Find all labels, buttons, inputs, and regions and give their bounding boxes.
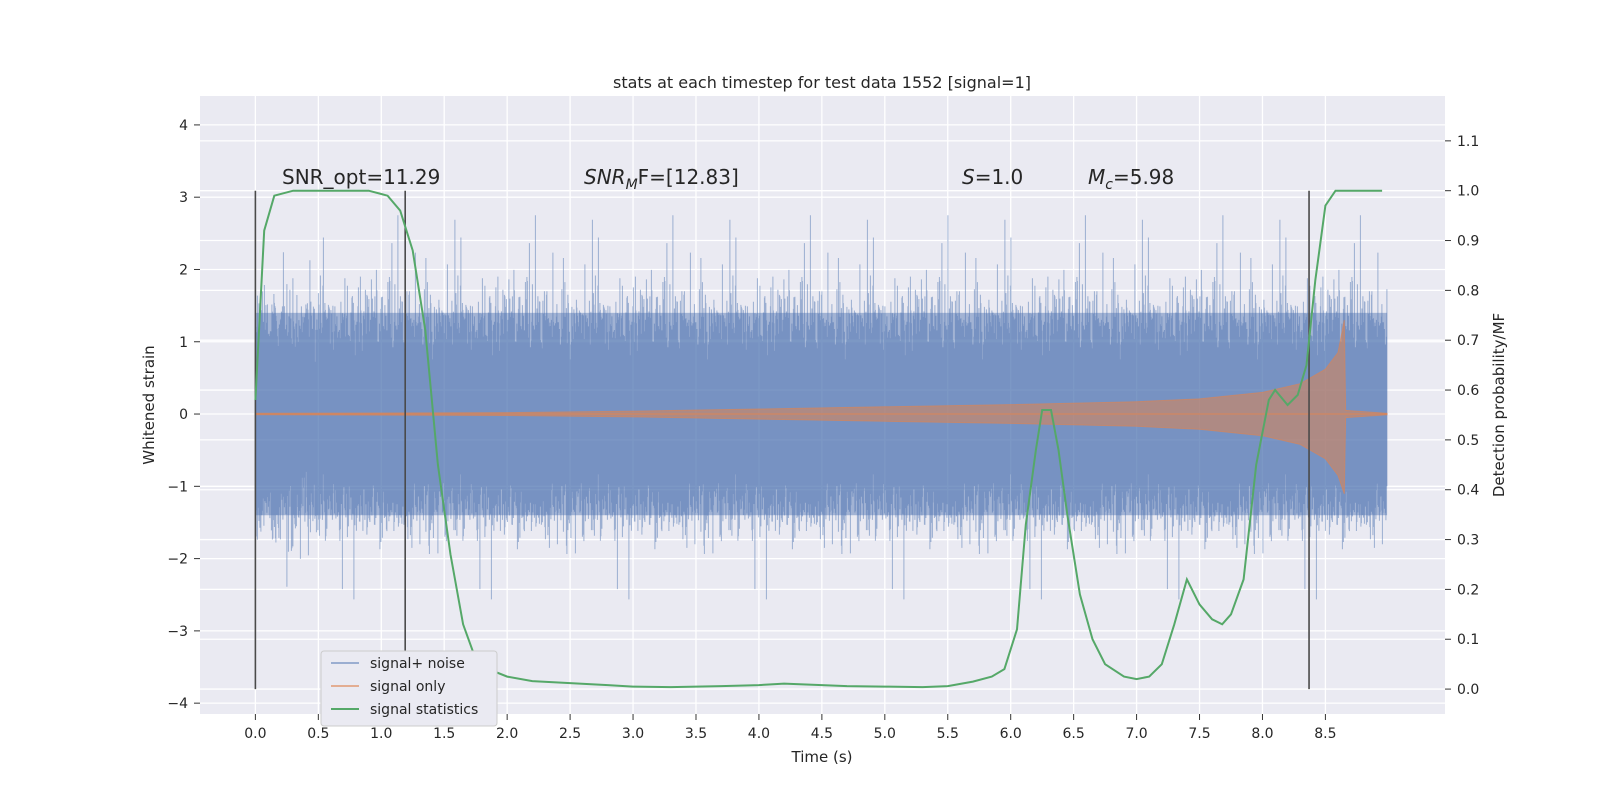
x-tick-label: 7.5 bbox=[1188, 726, 1210, 742]
y-right-tick-label: 1.1 bbox=[1457, 134, 1479, 150]
y-tick-label: 4 bbox=[179, 118, 188, 134]
series-signal-only bbox=[254, 320, 1388, 495]
legend-label-signal: signal only bbox=[370, 679, 445, 695]
y-right-tick-label: 0.0 bbox=[1457, 682, 1479, 698]
y-tick-label: 2 bbox=[179, 262, 188, 278]
x-tick-label: 4.5 bbox=[811, 726, 833, 742]
x-tick-label: 5.0 bbox=[874, 726, 896, 742]
y-right-tick-label: 0.7 bbox=[1457, 333, 1479, 349]
signal-envelope bbox=[254, 320, 1388, 495]
y-tick-label: −2 bbox=[167, 552, 188, 568]
legend-label-stats: signal statistics bbox=[370, 702, 478, 718]
x-tick-label: 4.0 bbox=[748, 726, 770, 742]
y-tick-label: −4 bbox=[167, 696, 188, 712]
annotation-snr-opt: SNR_opt=11.29 bbox=[282, 165, 440, 189]
y-tick-label: 0 bbox=[179, 407, 188, 423]
annotation-s: S=1.0 bbox=[962, 165, 1023, 189]
x-tick-label: 0.0 bbox=[244, 726, 266, 742]
y-tick-label: 3 bbox=[179, 190, 188, 206]
x-tick-label: 8.0 bbox=[1251, 726, 1273, 742]
legend-box bbox=[320, 650, 498, 727]
vertical-markers bbox=[254, 190, 1310, 690]
x-tick-label: 1.5 bbox=[433, 726, 455, 742]
y-right-axis-label: Detection probability/MF bbox=[1490, 313, 1508, 497]
x-tick-label: 2.5 bbox=[559, 726, 581, 742]
x-tick-label: 5.5 bbox=[937, 726, 959, 742]
y-right-tick-label: 0.4 bbox=[1457, 483, 1479, 499]
y-right-tick-label: 0.3 bbox=[1457, 533, 1479, 549]
y-axis-label: Whitened strain bbox=[140, 345, 158, 464]
y-tick-label: 1 bbox=[179, 335, 188, 351]
x-tick-label: 3.5 bbox=[685, 726, 707, 742]
legend-label-noise: signal+ noise bbox=[370, 656, 465, 672]
axis-ticks: 0.0 0.5 1.0 1.5 2.0 2.5 3.0 3.5 4.0 4.5 5.0 5.5 6.0 6… bbox=[167, 118, 1479, 742]
y-right-tick-label: 0.2 bbox=[1457, 582, 1479, 598]
x-tick-label: 0.5 bbox=[307, 726, 329, 742]
stats-line bbox=[254, 189, 1383, 689]
y-right-tick-label: 0.6 bbox=[1457, 383, 1479, 399]
y-right-tick-label: 0.9 bbox=[1457, 234, 1479, 250]
y-right-tick-label: 1.0 bbox=[1457, 184, 1479, 200]
y-right-tick-label: 0.5 bbox=[1457, 433, 1479, 449]
x-tick-label: 8.5 bbox=[1314, 726, 1336, 742]
x-axis-label: Time (s) bbox=[791, 748, 853, 766]
annotation-mc: Mc=5.98 bbox=[1088, 165, 1174, 193]
y-tick-label: −1 bbox=[167, 479, 188, 495]
annotation-snr-mf: SNRMF=[12.83] bbox=[584, 165, 739, 193]
y-right-tick-label: 0.8 bbox=[1457, 283, 1479, 299]
y-right-tick-label: 0.1 bbox=[1457, 632, 1479, 648]
series-signal-statistics bbox=[254, 189, 1383, 689]
chart-title: stats at each timestep for test data 155… bbox=[613, 73, 1031, 92]
x-tick-label: 3.0 bbox=[622, 726, 644, 742]
y-tick-label: −3 bbox=[167, 624, 188, 640]
x-tick-label: 7.0 bbox=[1125, 726, 1147, 742]
x-tick-label: 6.5 bbox=[1063, 726, 1085, 742]
x-tick-label: 6.0 bbox=[1000, 726, 1022, 742]
legend: signal+ noise signal only signal statist… bbox=[320, 650, 498, 727]
x-tick-label: 1.0 bbox=[370, 726, 392, 742]
x-tick-label: 2.0 bbox=[496, 726, 518, 742]
